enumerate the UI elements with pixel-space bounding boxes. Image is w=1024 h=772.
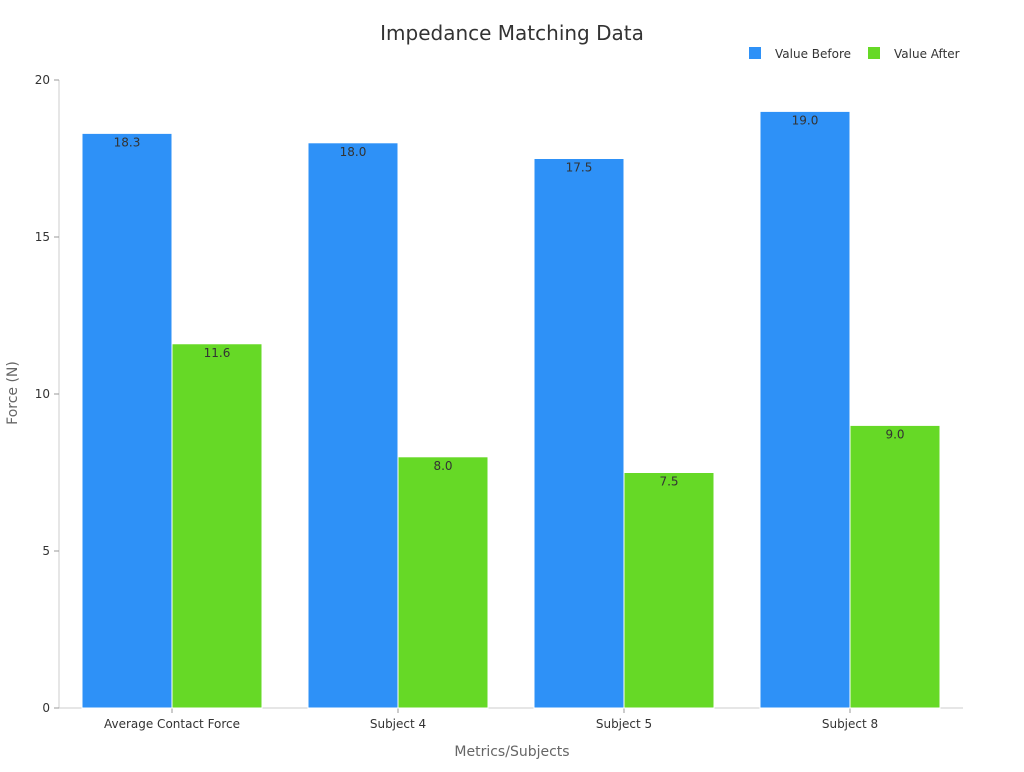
bar [533, 158, 625, 709]
x-tick-label: Subject 5 [596, 717, 652, 731]
data-label: 9.0 [885, 427, 904, 441]
bar [759, 110, 851, 709]
x-axis: Average Contact Force Subject 4 Subject 5 S… [59, 707, 963, 731]
data-label: 7.5 [659, 475, 678, 489]
bar [623, 472, 715, 709]
x-axis-label: Metrics/Subjects [454, 744, 569, 760]
y-tick-label: 10 [35, 387, 50, 401]
bar [849, 424, 941, 709]
x-tick-label: Subject 4 [370, 717, 426, 731]
legend-label: Value After [894, 47, 960, 61]
bar [307, 142, 399, 709]
y-tick-label: 20 [35, 73, 50, 87]
data-label: 18.3 [114, 135, 141, 149]
y-tick-label: 15 [35, 230, 50, 244]
data-labels: 18.3 11.6 18.0 8.0 17.5 7.5 19.0 9.0 [114, 113, 905, 488]
bar [397, 456, 489, 709]
bar [171, 343, 263, 709]
bars [81, 110, 941, 709]
data-label: 11.6 [204, 346, 231, 360]
data-label: 8.0 [433, 459, 452, 473]
y-axis: 0 5 10 15 20 [35, 73, 60, 715]
legend-swatch [749, 47, 761, 59]
y-axis-label: Force (N) [5, 361, 21, 425]
x-tick-label: Average Contact Force [104, 717, 240, 731]
y-tick-label: 0 [42, 701, 50, 715]
y-tick-label: 5 [42, 544, 50, 558]
legend-label: Value Before [775, 47, 851, 61]
x-tick-label: Subject 8 [822, 717, 878, 731]
data-label: 17.5 [566, 161, 593, 175]
bar [81, 132, 173, 709]
data-label: 19.0 [792, 113, 819, 127]
data-label: 18.0 [340, 145, 367, 159]
chart-title: Impedance Matching Data [380, 21, 644, 45]
legend: Value Before Value After [749, 47, 960, 61]
legend-swatch [868, 47, 880, 59]
